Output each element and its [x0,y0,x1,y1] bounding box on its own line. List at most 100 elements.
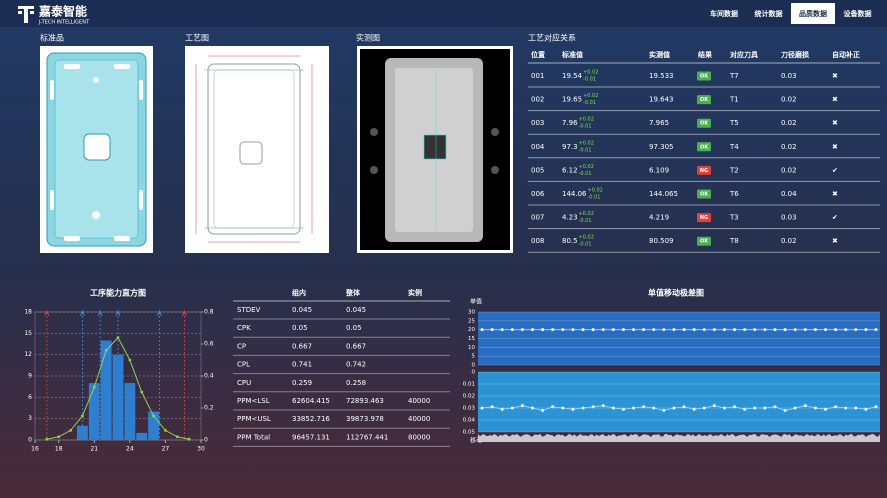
data-point [551,328,555,332]
nav-tab[interactable]: 统计数据 [755,9,783,18]
data-point [743,328,747,332]
data-point [571,328,575,332]
stats-cell: 0.741 [292,361,312,369]
stats-cell: CPU [237,379,251,387]
data-point [672,406,676,410]
curve-point [69,429,72,432]
tolerance-minus: -0.01 [579,124,592,130]
data-point [662,328,666,332]
data-point [480,406,484,410]
tolerance-plus: +0.02 [579,164,594,170]
nav-active-bg [791,3,835,24]
tolerance-plus: +0.02 [588,188,603,194]
result: OK [700,239,709,245]
data-point [490,328,494,332]
column-header: 实测值 [649,50,670,59]
bar [88,383,100,440]
result-badge [697,118,711,128]
tolerance-minus: -0.01 [579,242,592,248]
column-header: 自动补正 [832,50,860,59]
stats-cell: CP [237,342,246,350]
position: 008 [531,237,544,245]
measured-value: 144.065 [649,190,678,198]
data-point [743,407,747,411]
data-point [783,408,787,412]
position: 004 [531,143,545,151]
data-point [621,328,625,332]
result-badge [697,189,711,199]
data-point [813,406,817,410]
nav-tab[interactable]: 设备数据 [844,9,872,18]
data-point [763,328,767,332]
y2-tick-label: 0.4 [204,373,214,380]
stats-cell: 40000 [408,397,430,405]
data-point [834,405,838,409]
y-tick-label: 0.04 [463,418,476,424]
x-tick-label: 30 [197,446,205,453]
curve-point [81,414,84,418]
curve-point [152,414,155,418]
tool: T4 [729,143,739,151]
data-point [662,408,666,412]
column-header: 对应刀具 [730,50,758,59]
data-point [874,405,878,409]
data-point [692,328,696,332]
reference-marker [157,309,162,317]
stats-cell: 80000 [408,433,430,441]
tool: T3 [729,214,739,222]
range-strip [478,434,880,442]
column-header: 位置 [531,50,545,59]
nav-tab[interactable]: 品质数据 [799,9,827,18]
curve-point [128,358,132,362]
y-tick-label: 18 [24,309,32,316]
logo-icon [18,6,34,23]
bar [77,425,88,440]
standard-image [40,46,153,253]
tolerance-plus: +0.02 [579,117,594,123]
standard-value: 144.06 [562,190,587,198]
y-tick-label: 0 [28,437,32,444]
data-point [642,405,646,409]
stats-header: 组内 [292,288,306,297]
tolerance-minus: -0.01 [579,218,592,224]
position: 003 [531,119,544,127]
auto-fix: ✖ [832,237,838,245]
standard-value: 19.65 [562,96,582,104]
tool: T7 [729,72,739,80]
data-point [783,328,787,332]
result: NG [700,168,708,174]
result-badge [697,213,711,223]
data-point [591,405,595,409]
tolerance-plus: +0.02 [579,211,594,217]
image-label: 实测图 [356,33,380,43]
data-point [763,406,767,410]
measured-image [357,46,513,253]
data-point [712,404,716,408]
auto-fix: ✖ [832,119,838,127]
stats-cell: CPK [237,324,251,332]
curve-point [104,349,108,352]
wear: 0.02 [781,96,797,104]
data-point [753,328,757,332]
data-point [561,406,565,410]
panel-bg [478,312,880,365]
stats-cell: 0.045 [346,306,366,314]
stats-cell: 0.045 [292,306,312,314]
nav-tab[interactable]: 车间数据 [710,9,738,18]
auto-fix: ✔ [832,214,838,222]
data-point [803,328,807,332]
y-tick-label: 3 [28,415,32,422]
stats-cell: STDEV [237,306,261,314]
header-bar [0,0,887,27]
y-tick-label: 0.02 [463,394,475,400]
logo-subtitle: J-TECH INTELLIGENT [38,20,90,26]
stats-cell: 0.258 [346,379,366,387]
result: OK [700,144,709,150]
data-point [510,406,514,410]
stats-cell: 0.667 [292,342,312,350]
data-point [702,328,706,332]
data-point [722,406,726,410]
stats-cell: PPM<USL [237,415,271,423]
data-point [632,406,636,410]
